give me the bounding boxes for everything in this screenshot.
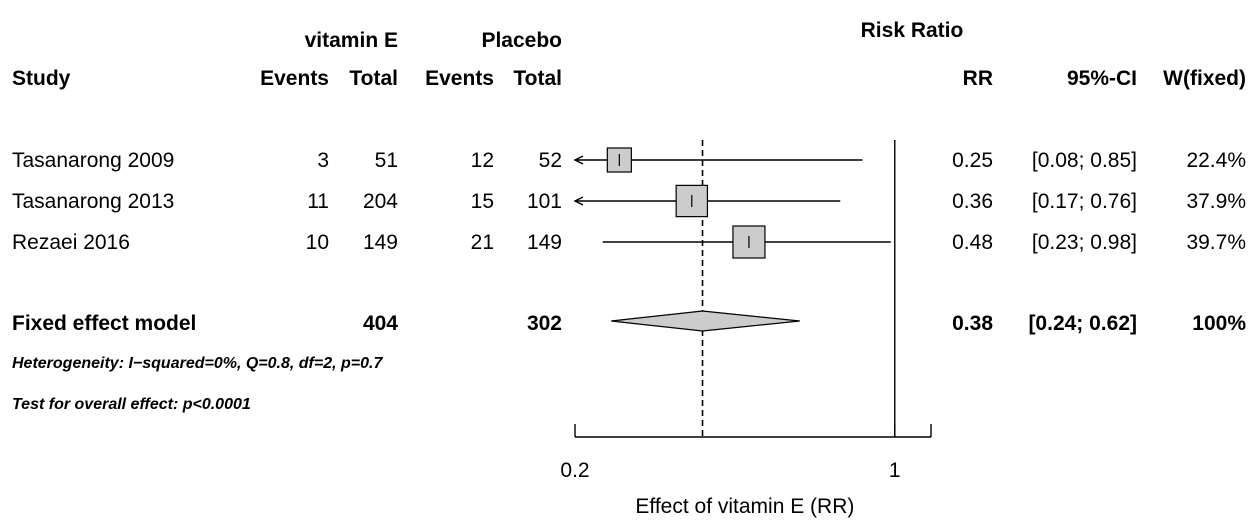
header-total-1: Total — [349, 67, 398, 90]
pooled-name: Fixed effect model — [12, 312, 196, 335]
heterogeneity-note: Heterogeneity: I−squared=0%, Q=0.8, df=2… — [12, 355, 383, 372]
events-vitamin-e: 10 — [306, 231, 329, 254]
header-rr: RR — [963, 67, 993, 90]
overall-effect-note: Test for overall effect: p<0.0001 — [12, 396, 251, 413]
weight-value: 39.7% — [1186, 231, 1246, 254]
header-weight: W(fixed) — [1163, 67, 1246, 90]
x-tick-label: 0.2 — [560, 459, 589, 482]
pooled-total-placebo: 302 — [527, 312, 562, 335]
events-vitamin-e: 11 — [307, 190, 329, 213]
study-row: Tasanarong 2009 3 51 12 52 0.25 [0.08; 0… — [12, 149, 1246, 172]
rr-value: 0.25 — [952, 149, 993, 172]
total-placebo: 101 — [527, 190, 562, 213]
x-tick-label: 1 — [889, 459, 901, 482]
pooled-diamond — [611, 310, 800, 332]
events-placebo: 21 — [471, 231, 494, 254]
ci-arrow — [573, 155, 584, 165]
ci-value: [0.23; 0.98] — [1032, 231, 1137, 254]
study-mark — [573, 184, 841, 218]
header-study: Study — [12, 67, 71, 90]
events-placebo: 12 — [471, 149, 494, 172]
ci-value: [0.17; 0.76] — [1032, 190, 1137, 213]
events-vitamin-e: 3 — [317, 149, 329, 172]
pooled-weight: 100% — [1192, 312, 1246, 335]
events-placebo: 15 — [471, 190, 494, 213]
header-group1: vitamin E — [305, 29, 398, 52]
ci-arrow — [573, 196, 584, 206]
study-row: Tasanarong 2013 11 204 15 101 0.36 [0.17… — [12, 190, 1246, 213]
pooled-row: Fixed effect model 404 302 0.38 [0.24; 0… — [12, 312, 1246, 335]
study-row: Rezaei 2016 10 149 21 149 0.48 [0.23; 0.… — [12, 231, 1246, 254]
total-placebo: 149 — [527, 231, 562, 254]
ci-value: [0.08; 0.85] — [1032, 149, 1137, 172]
pooled-rr: 0.38 — [952, 312, 993, 335]
study-name: Rezaei 2016 — [12, 231, 130, 254]
header-events-1: Events — [260, 67, 329, 90]
weight-value: 37.9% — [1186, 190, 1246, 213]
weight-box — [606, 147, 632, 173]
total-placebo: 52 — [539, 149, 562, 172]
header-events-2: Events — [425, 67, 494, 90]
header-group2: Placebo — [481, 29, 562, 52]
study-mark — [573, 147, 863, 173]
study-name: Tasanarong 2009 — [12, 149, 174, 172]
x-axis-label: Effect of vitamin E (RR) — [635, 495, 854, 518]
total-vitamin-e: 149 — [363, 231, 398, 254]
total-vitamin-e: 204 — [363, 190, 398, 213]
header-total-2: Total — [513, 67, 562, 90]
study-name: Tasanarong 2013 — [12, 190, 174, 213]
rr-value: 0.48 — [952, 231, 993, 254]
total-vitamin-e: 51 — [375, 149, 398, 172]
header-plot-title: Risk Ratio — [861, 19, 964, 42]
study-mark — [602, 225, 891, 259]
header-ci: 95%-CI — [1067, 67, 1137, 90]
weight-value: 22.4% — [1186, 149, 1246, 172]
rr-value: 0.36 — [952, 190, 993, 213]
pooled-total-vitamin-e: 404 — [363, 312, 398, 335]
pooled-ci: [0.24; 0.62] — [1028, 312, 1137, 335]
